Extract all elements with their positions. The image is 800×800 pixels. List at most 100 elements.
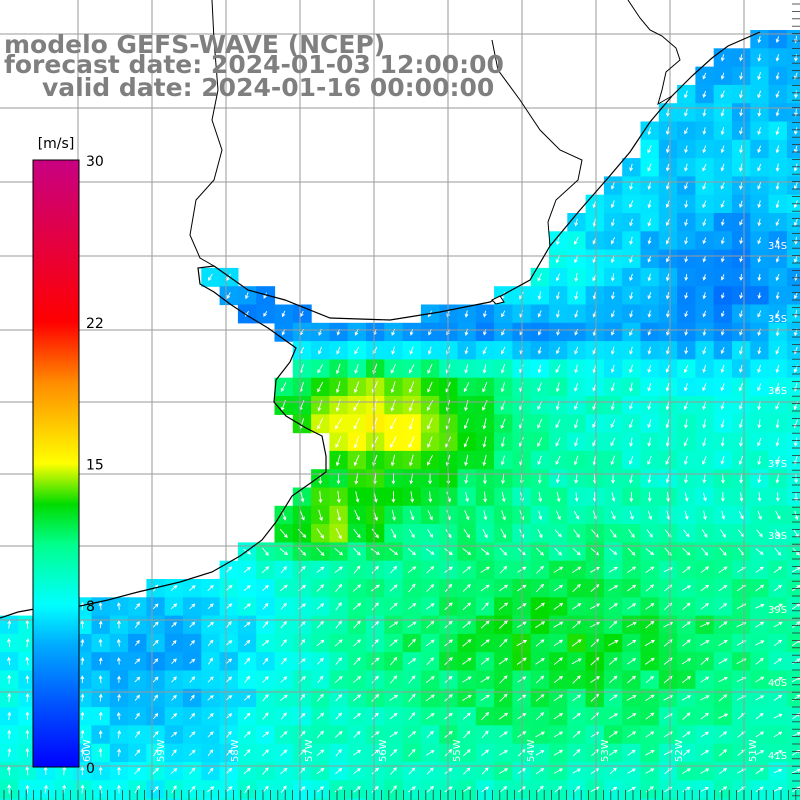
wind-arrow	[553, 712, 564, 720]
wind-arrow	[611, 492, 616, 502]
wind-arrow	[407, 566, 417, 574]
wind-arrow	[739, 72, 743, 80]
wind-arrow	[574, 346, 579, 355]
wind-arrow	[463, 436, 470, 448]
wind-arrow	[683, 401, 689, 410]
wind-arrow	[279, 548, 289, 556]
wind-arrow	[773, 584, 783, 592]
speed-cell	[786, 670, 800, 690]
wind-arrow	[501, 491, 506, 503]
wind-arrow	[261, 566, 270, 574]
speed-cell	[311, 798, 330, 800]
speed-cell	[439, 798, 459, 800]
wind-arrow	[773, 787, 783, 792]
wind-arrow	[427, 381, 433, 393]
wind-arrow	[463, 767, 471, 775]
wind-arrow	[244, 694, 251, 701]
wind-arrow	[609, 548, 618, 555]
wind-arrow	[243, 731, 251, 738]
speed-cell	[786, 633, 800, 653]
wind-arrow	[757, 474, 762, 484]
wind-arrow	[317, 675, 324, 684]
wind-arrow	[555, 419, 561, 429]
wind-arrow	[281, 310, 286, 318]
wind-arrow	[170, 767, 178, 775]
wind-arrow	[647, 437, 652, 447]
lon-label: 58W	[230, 739, 241, 762]
wind-arrow	[408, 675, 416, 684]
wind-arrow	[408, 364, 415, 374]
wind-arrow	[389, 639, 398, 647]
wind-arrow	[134, 785, 140, 794]
wind-arrow	[775, 456, 780, 465]
wind-arrow	[553, 675, 564, 684]
wind-arrow	[627, 566, 637, 573]
wind-arrow	[628, 529, 635, 538]
wind-arrow	[573, 529, 580, 538]
wind-arrow	[316, 657, 324, 665]
wind-arrow	[665, 163, 670, 172]
wind-arrow	[171, 621, 177, 628]
wind-arrow	[702, 72, 707, 80]
wind-arrow	[537, 473, 542, 485]
wind-arrow	[352, 584, 362, 592]
wind-arrow	[171, 785, 177, 794]
wind-arrow	[572, 730, 581, 739]
wind-arrow	[499, 750, 509, 756]
wind-arrow	[371, 528, 379, 539]
wind-arrow	[627, 786, 636, 792]
speed-cell	[786, 762, 800, 781]
wind-arrow	[553, 694, 564, 702]
wind-arrow	[720, 364, 725, 374]
lon-label: 55W	[452, 739, 463, 762]
wind-arrow	[480, 620, 490, 629]
wind-arrow	[280, 584, 288, 592]
wind-arrow	[720, 274, 725, 281]
wind-arrow	[684, 419, 688, 429]
wind-arrow	[700, 786, 710, 792]
wind-arrow	[464, 473, 469, 485]
speed-cell	[786, 66, 800, 86]
colorbar: [m/s] 30 22 15 8 0	[32, 136, 104, 777]
wind-arrow	[316, 620, 324, 629]
speed-cell	[494, 798, 513, 800]
wind-arrow	[684, 145, 688, 154]
wind-arrow	[482, 346, 487, 355]
wind-arrow	[483, 473, 487, 485]
wind-arrow	[554, 529, 562, 538]
wind-arrow	[481, 730, 489, 739]
wind-arrow	[755, 676, 765, 683]
wind-arrow	[463, 730, 471, 739]
wind-arrow	[665, 310, 670, 318]
wind-arrow	[684, 510, 689, 520]
wind-arrow	[171, 658, 177, 665]
wind-arrow	[720, 401, 725, 410]
wind-arrow	[553, 731, 564, 738]
wind-arrow	[571, 639, 582, 647]
wind-arrow	[684, 237, 688, 245]
wind-arrow	[739, 90, 743, 99]
wind-arrow	[426, 750, 435, 756]
wind-arrow	[80, 656, 85, 665]
wind-arrow	[773, 658, 783, 665]
wind-arrow	[556, 346, 560, 355]
wind-arrow	[794, 474, 799, 484]
wind-arrow	[335, 767, 343, 775]
wind-arrow	[25, 729, 30, 739]
wind-arrow	[718, 694, 728, 702]
wind-arrow	[571, 658, 582, 665]
wind-arrow	[170, 603, 178, 610]
wind-arrow	[611, 473, 615, 484]
wind-arrow	[335, 748, 342, 757]
wind-arrow	[462, 584, 471, 592]
wind-arrow	[644, 639, 656, 647]
wind-arrow	[702, 200, 707, 209]
wind-arrow	[390, 454, 396, 467]
wind-arrow	[537, 310, 542, 318]
speed-cell	[786, 322, 800, 342]
wind-arrow	[757, 346, 762, 355]
wind-arrow	[371, 621, 380, 629]
wind-arrow	[370, 584, 380, 592]
wind-arrow	[407, 638, 416, 648]
wind-arrow	[739, 473, 743, 484]
